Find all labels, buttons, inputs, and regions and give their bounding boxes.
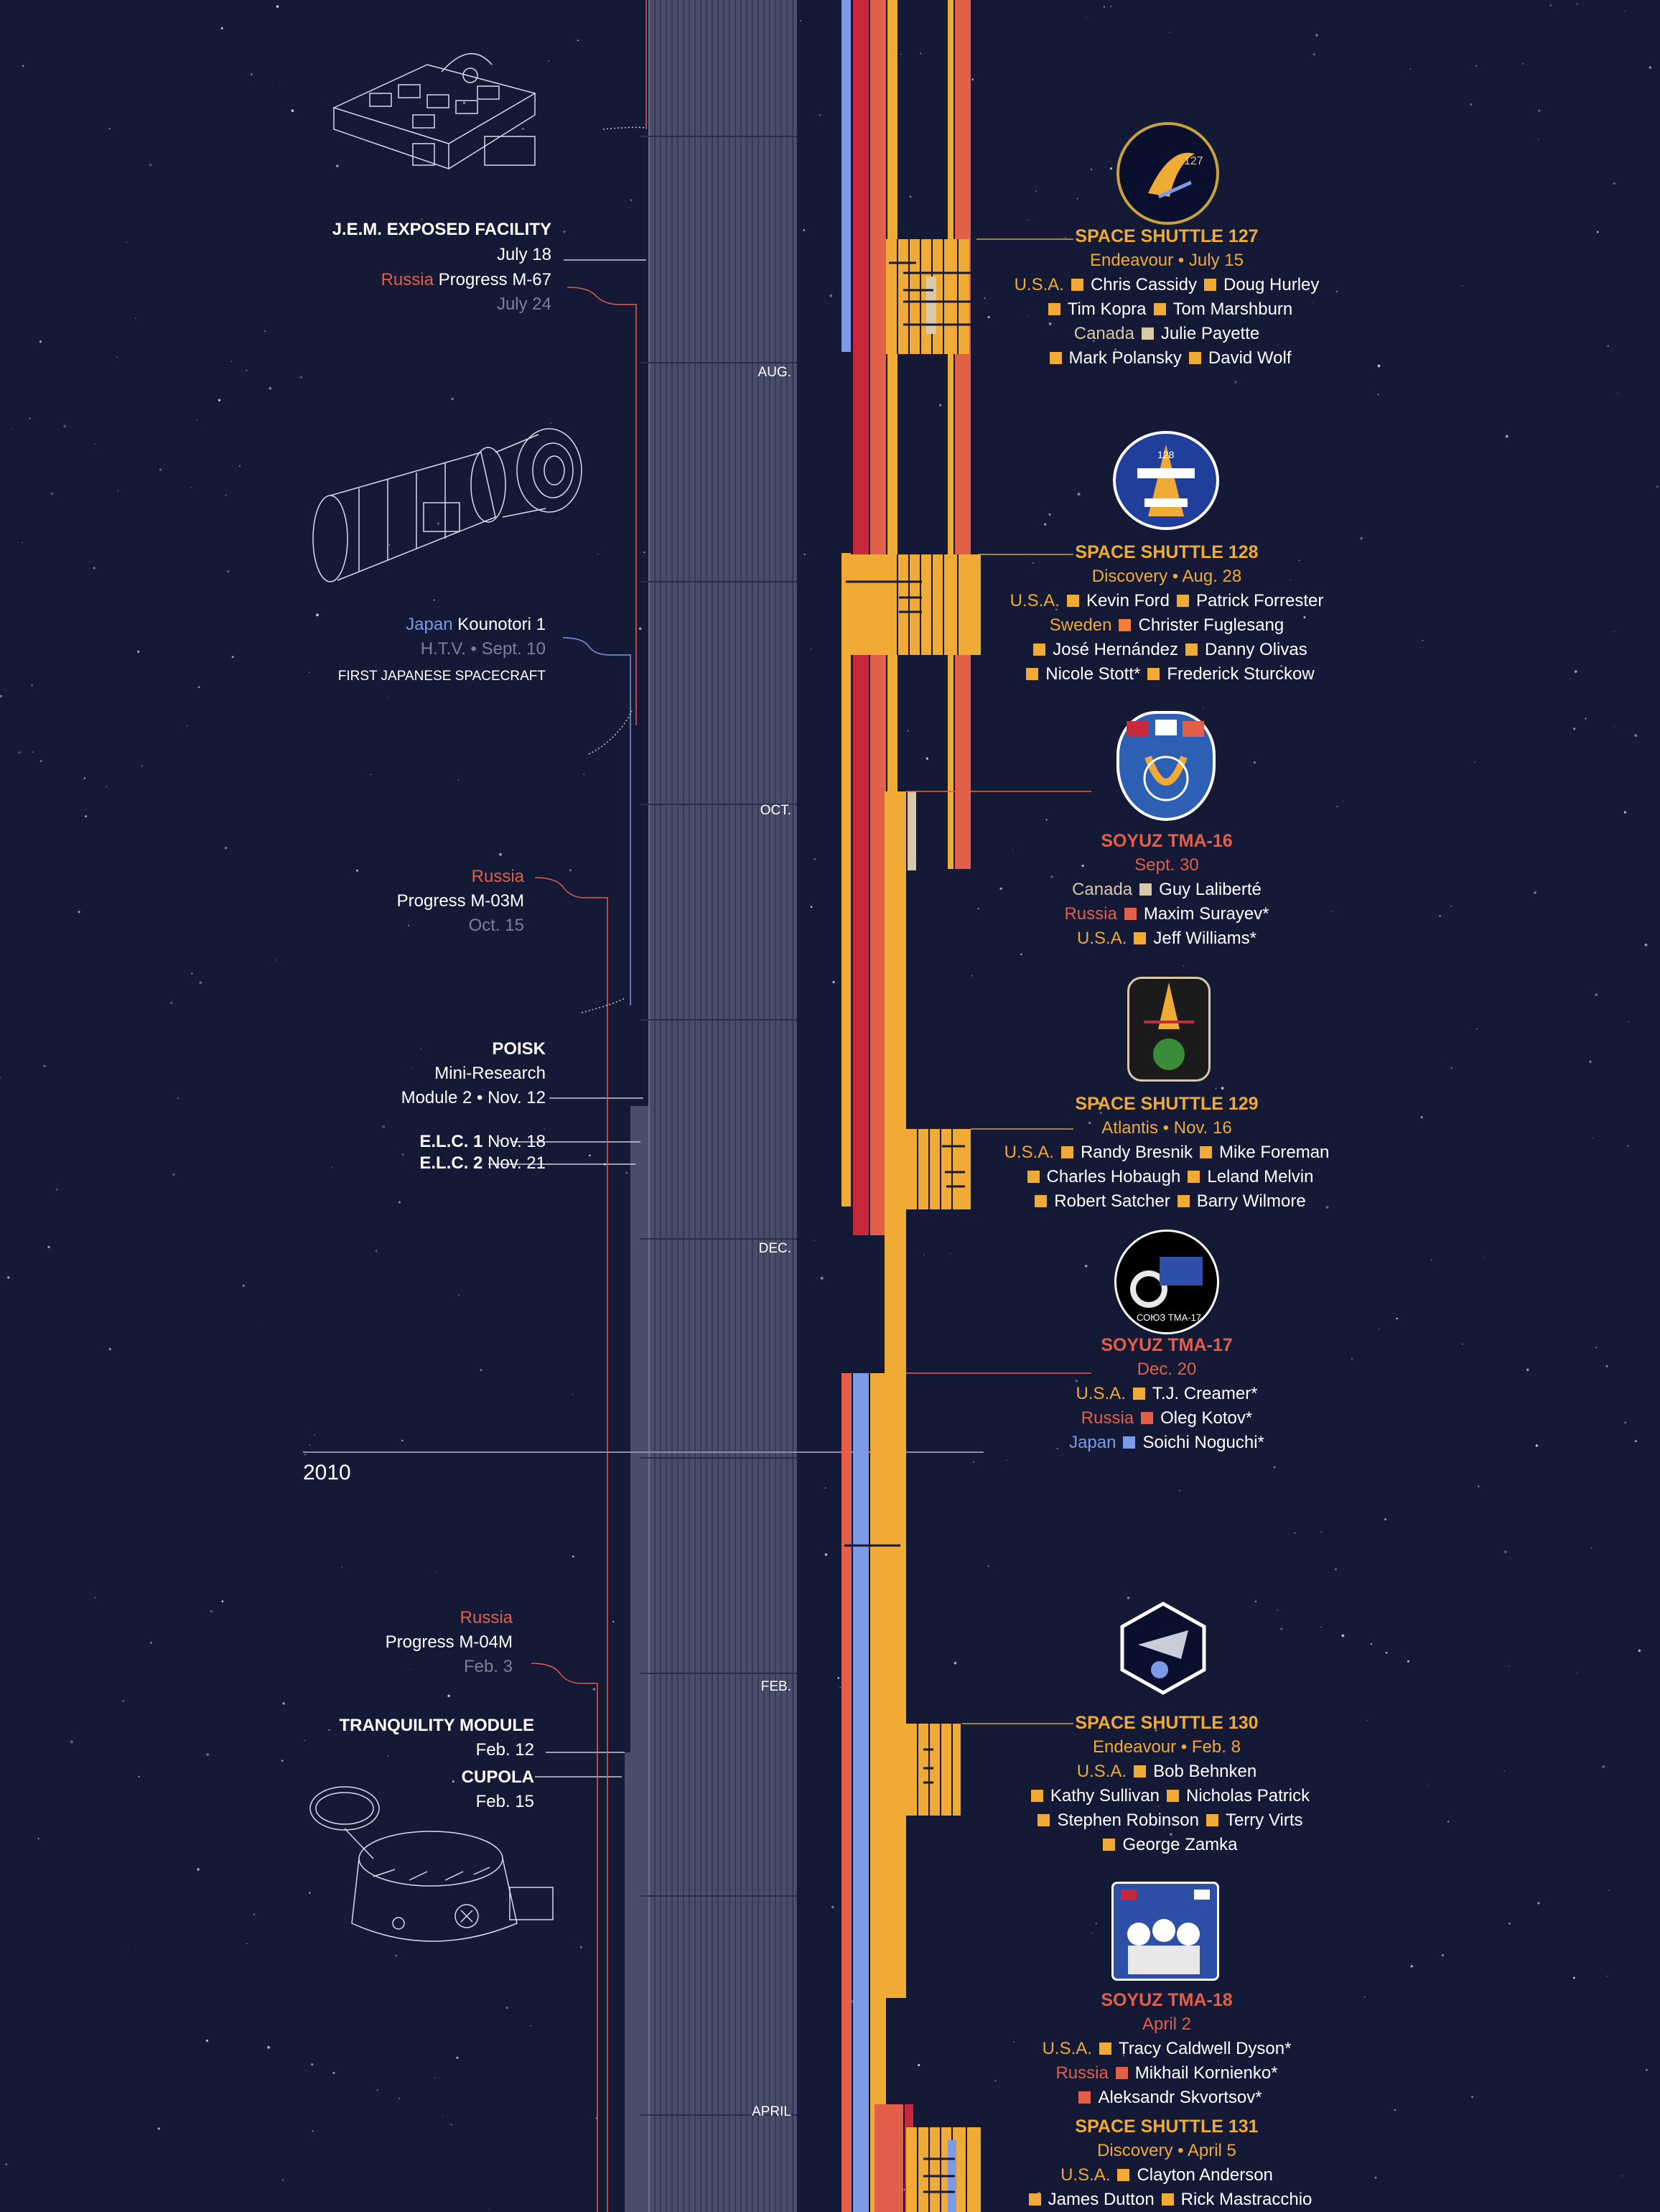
sts130-crew-row3: Stephen Robinson Terry Virts (933, 1808, 1400, 1833)
sts128-crew-row3: José Hernández Danny Olivas (933, 638, 1400, 662)
month-label-dec: DEC. (758, 1241, 791, 1256)
kounotori-htv-drawing (312, 428, 582, 582)
tma16-date: Sept. 30 (1134, 855, 1199, 875)
sts129-crew-row3: Robert Satcher Barry Wilmore (933, 1189, 1400, 1214)
progress-m03m-date: Oct. 15 (468, 916, 524, 935)
jem-exposed-facility-drawing (332, 53, 536, 170)
progress-m67-label: Russia Progress M-67 (381, 270, 551, 289)
sts127-crew-row2: Tim Kopra Tom Marshburn (933, 297, 1400, 322)
tma17-crew-row3: Japan Soichi Noguchi* (1069, 1433, 1264, 1452)
sts128-vehicle: Discovery • Aug. 28 (1091, 567, 1242, 586)
sts130-crew-row2: Kathy Sullivan Nicholas Patrick (933, 1784, 1400, 1808)
tma16-title: SOYUZ TMA-16 (1101, 831, 1233, 851)
tma18-crew-row3: Aleksandr Skvortsov* (933, 2086, 1400, 2110)
sts130-crew-row1: U.S.A. Bob Behnken (1076, 1762, 1257, 1781)
cupola-drawing (309, 1786, 554, 1942)
crew-connectors (962, 238, 1073, 1724)
year-label: 2010 (303, 1461, 351, 1484)
jem-title: J.E.M. EXPOSED FACILITY (332, 220, 551, 239)
sts128-crew-row4: Nicole Stott* Frederick Sturckow (933, 662, 1400, 687)
sts131-crew-row1: U.S.A. Clayton Anderson (1060, 2165, 1273, 2185)
htv-label: Japan Kounotori 1 (406, 615, 546, 634)
progress-m04m-date: Feb. 3 (463, 1657, 513, 1676)
tranquility-title: TRANQUILITY MODULE (339, 1716, 534, 1735)
month-gridlines (640, 136, 797, 2116)
cupola-date: Feb. 15 (475, 1792, 534, 1811)
sts128-crew-row2: Sweden Christer Fuglesang (1049, 615, 1284, 635)
poisk-title: POISK (492, 1039, 546, 1059)
tma18-date: April 2 (1142, 2014, 1192, 2034)
tma18-crew-row1: U.S.A. Tracy Caldwell Dyson* (1042, 2039, 1292, 2058)
tranquility-date: Feb. 12 (475, 1740, 534, 1760)
tma16-crew-row3: U.S.A. Jeff Williams* (1077, 929, 1256, 948)
progress-m03m-name: Progress M-03M (396, 891, 524, 911)
tma17-patch-text: СОЮЗ ТМА-17 (1137, 1312, 1201, 1323)
module-connectors (488, 259, 646, 1778)
sts129-crew-row2: Charles Hobaugh Leland Melvin (933, 1165, 1400, 1189)
tma17-title: SOYUZ TMA-17 (1101, 1335, 1233, 1355)
crew-transfer-markers (844, 261, 976, 2193)
sts129-patch (1127, 977, 1211, 1082)
htv-connector (562, 637, 631, 1005)
month-label-aug: AUG. (757, 365, 791, 380)
progress-m03m-country: Russia (471, 867, 524, 886)
sts128-crew-row1: U.S.A. Kevin Ford Patrick Forrester (1009, 591, 1324, 610)
sts127-crew-row1: U.S.A. Chris Cassidy Doug Hurley (1014, 275, 1320, 294)
progress-connectors (531, 0, 647, 2212)
sts131-crew-row2: James Dutton Rick Mastracchio (933, 2188, 1400, 2212)
progress-m04m-name: Progress M-04M (385, 1632, 513, 1652)
sts129-crew-row1: U.S.A. Randy Bresnik Mike Foreman (1004, 1143, 1330, 1162)
tma17-date: Dec. 20 (1137, 1360, 1197, 1379)
sts129-vehicle: Atlantis • Nov. 16 (1101, 1118, 1232, 1138)
tma16-crew-row1: Canada Guy Laliberté (1072, 880, 1262, 899)
tma18-crew-row2: Russia Mikhail Kornienko* (1055, 2063, 1278, 2083)
station-module-columns (625, 0, 797, 2212)
sts128-title: SPACE SHUTTLE 128 (1075, 542, 1259, 562)
htv-note: FIRST JAPANESE SPACECRAFT (337, 669, 546, 684)
tma17-crew-row2: Russia Oleg Kotov* (1081, 1408, 1253, 1428)
svg-text:128: 128 (1157, 449, 1175, 460)
poisk-line2: Mini-Research (434, 1064, 546, 1083)
sts127-crew-row3: Canada Julie Payette (1073, 324, 1260, 343)
sts127-patch: 127 (1116, 122, 1219, 225)
sts128-patch: 128 (1113, 431, 1219, 530)
sts127-title: SPACE SHUTTLE 127 (1075, 226, 1259, 246)
sts130-crew-row4: George Zamka (933, 1833, 1400, 1857)
month-label-feb: FEB. (760, 1679, 791, 1694)
tma18-patch (1111, 1882, 1219, 1981)
sts131-vehicle: Discovery • April 5 (1097, 2141, 1236, 2160)
sts131-title: SPACE SHUTTLE 131 (1075, 2116, 1259, 2137)
tma17-crew-row1: U.S.A. T.J. Creamer* (1076, 1384, 1258, 1403)
sts127-crew-row4: Mark Polansky David Wolf (933, 346, 1400, 371)
tma17-patch: СОЮЗ ТМА-17 (1114, 1230, 1219, 1334)
progress-m67-date: July 24 (496, 294, 551, 314)
sts129-title: SPACE SHUTTLE 129 (1075, 1094, 1259, 1114)
sts130-title: SPACE SHUTTLE 130 (1075, 1713, 1259, 1733)
jem-date: July 18 (496, 245, 551, 264)
tma16-patch (1116, 711, 1216, 821)
tma16-crew-row2: Russia Maxim Surayev* (1064, 904, 1269, 924)
progress-m04m-country: Russia (460, 1608, 513, 1627)
sts130-vehicle: Endeavour • Feb. 8 (1093, 1737, 1241, 1757)
elc1-label: E.L.C. 1 Nov. 18 (419, 1132, 546, 1151)
htv-date: H.T.V. • Sept. 10 (420, 639, 546, 659)
month-label-april: APRIL (752, 2104, 791, 2119)
sts130-patch (1116, 1602, 1210, 1695)
month-label-oct: OCT. (760, 803, 791, 818)
tma18-title: SOYUZ TMA-18 (1101, 1990, 1233, 2010)
sts127-vehicle: Endeavour • July 15 (1090, 251, 1244, 270)
cupola-title: CUPOLA (461, 1767, 534, 1787)
elc2-label: E.L.C. 2 Nov. 21 (419, 1153, 546, 1173)
svg-text:127: 127 (1184, 155, 1203, 167)
poisk-line3: Module 2 • Nov. 12 (401, 1088, 546, 1107)
